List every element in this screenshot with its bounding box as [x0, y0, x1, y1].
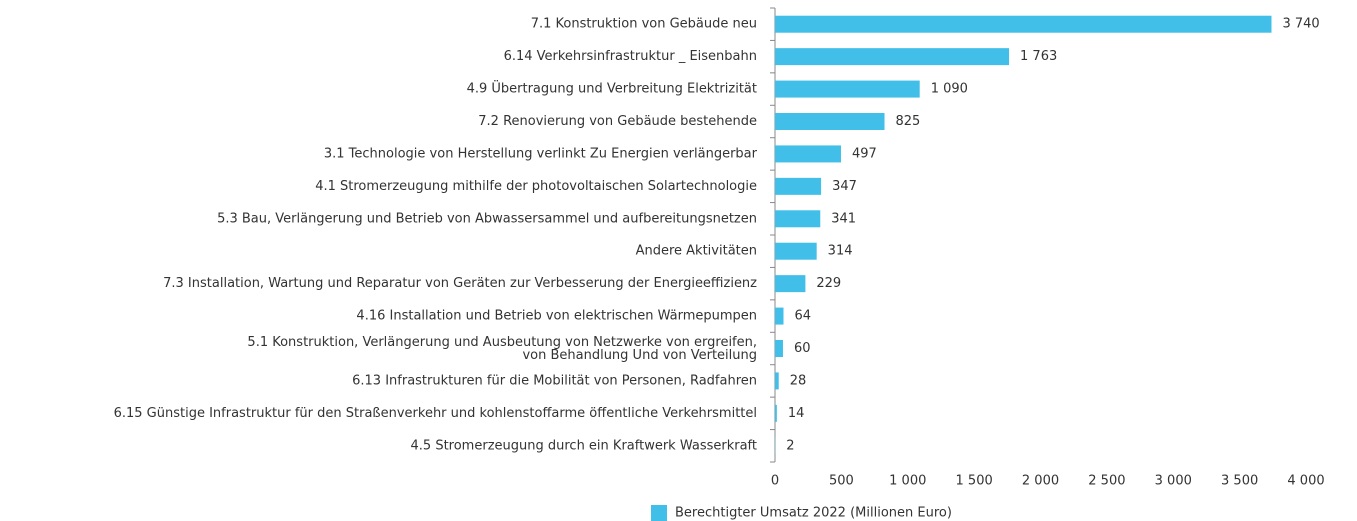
y-tick-label: 7.2 Renovierung von Gebäude bestehende — [478, 114, 757, 129]
bar — [775, 113, 885, 130]
bar — [775, 210, 821, 228]
bar — [775, 307, 784, 325]
y-tick-label: 6.14 Verkehrsinfrastruktur _ Eisenbahn — [504, 49, 757, 64]
x-tick-label: 3 500 — [1221, 474, 1258, 489]
bar — [775, 404, 777, 422]
value-label: 14 — [788, 406, 805, 421]
y-tick-label: 3.1 Technologie von Herstellung verlinkt… — [324, 146, 758, 161]
bar — [775, 242, 817, 260]
y-tick-label: 4.16 Installation und Betrieb von elektr… — [356, 309, 757, 324]
y-tick-label: 4.1 Stromerzeugung mithilfe der photovol… — [315, 179, 757, 194]
y-tick-label: 7.3 Installation, Wartung und Reparatur … — [163, 276, 757, 291]
bar — [775, 15, 1272, 33]
y-tick-label: Andere Aktivitäten — [636, 244, 757, 259]
value-label: 825 — [896, 114, 921, 129]
y-tick-label: 7.1 Konstruktion von Gebäude neu — [531, 17, 757, 32]
x-tick-label: 1 000 — [889, 474, 926, 489]
value-label: 314 — [828, 244, 853, 259]
y-tick-label: 5.1 Konstruktion, Verlängerung und Ausbe… — [247, 335, 757, 363]
legend-swatch — [651, 505, 667, 521]
value-label: 3 740 — [1282, 17, 1319, 32]
value-label: 60 — [794, 341, 811, 356]
bar — [775, 340, 783, 357]
bar — [775, 177, 822, 195]
y-tick-label: 6.13 Infrastrukturen für die Mobilität v… — [352, 373, 757, 388]
bar — [775, 80, 920, 98]
y-tick-label: 6.15 Günstige Infrastruktur für den Stra… — [114, 406, 757, 421]
bar — [775, 275, 806, 293]
bar — [775, 372, 779, 390]
value-label: 28 — [790, 373, 807, 388]
x-tick-label: 1 500 — [956, 474, 993, 489]
legend-label: Berechtigter Umsatz 2022 (Millionen Euro… — [675, 506, 952, 521]
value-label: 229 — [816, 276, 841, 291]
value-label: 1 763 — [1020, 49, 1057, 64]
x-tick-label: 2 500 — [1088, 474, 1125, 489]
value-label: 347 — [832, 179, 857, 194]
value-label: 2 — [786, 438, 794, 453]
bar — [775, 48, 1010, 66]
y-tick-label: 4.9 Übertragung und Verbreitung Elektriz… — [467, 80, 757, 97]
y-tick-label: 4.5 Stromerzeugung durch ein Kraftwerk W… — [411, 438, 757, 453]
value-label: 497 — [852, 146, 877, 161]
value-label: 64 — [794, 309, 811, 324]
x-tick-label: 500 — [829, 474, 854, 489]
x-tick-label: 3 000 — [1155, 474, 1192, 489]
x-tick-label: 2 000 — [1022, 474, 1059, 489]
x-tick-label: 0 — [771, 474, 779, 489]
value-label: 341 — [831, 211, 856, 226]
x-tick-label: 4 000 — [1287, 474, 1324, 489]
value-label: 1 090 — [931, 82, 968, 97]
y-tick-label: 5.3 Bau, Verlängerung und Betrieb von Ab… — [217, 211, 757, 226]
bar — [775, 145, 841, 163]
